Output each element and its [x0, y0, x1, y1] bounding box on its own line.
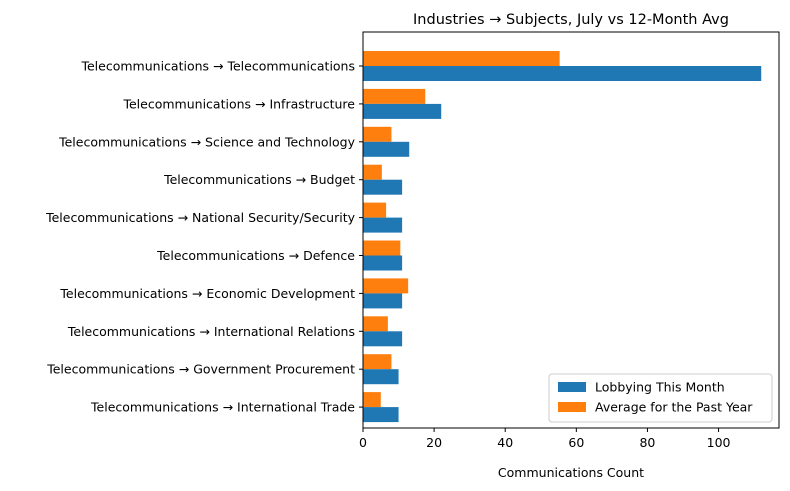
- bar-this-month-8: [363, 369, 399, 385]
- bar-average-7: [363, 316, 388, 332]
- bar-average-2: [363, 126, 392, 142]
- y-tick-label: Telecommunications → Infrastructure: [122, 96, 355, 111]
- legend-swatch-0: [558, 382, 586, 392]
- bar-this-month-0: [363, 66, 762, 81]
- bar-average-4: [363, 202, 387, 218]
- bar-average-3: [363, 164, 382, 180]
- bar-average-0: [363, 51, 560, 66]
- bar-this-month-1: [363, 103, 442, 119]
- bar-average-6: [363, 278, 409, 294]
- x-axis-ticks: 0 20 40 60 80 100: [359, 428, 731, 450]
- x-tick-label: 40: [497, 435, 513, 450]
- y-tick-label: Telecommunications → Defence: [156, 248, 355, 263]
- y-tick-label: Telecommunications → National Security/S…: [45, 210, 356, 225]
- y-tick-label: Telecommunications → International Trade: [90, 400, 355, 415]
- bar-this-month-9: [363, 407, 399, 423]
- bars-group: [363, 51, 762, 423]
- y-tick-label: Telecommunications → Science and Technol…: [58, 134, 356, 149]
- x-tick-label: 0: [359, 435, 367, 450]
- chart-title: Industries → Subjects, July vs 12-Month …: [413, 12, 729, 28]
- y-tick-label: Telecommunications → Budget: [163, 172, 355, 187]
- x-tick-label: 20: [426, 435, 442, 450]
- bar-average-8: [363, 354, 392, 370]
- bar-this-month-7: [363, 331, 403, 347]
- bar-this-month-4: [363, 217, 403, 233]
- x-tick-label: 60: [568, 435, 584, 450]
- plot-frame: [362, 31, 780, 429]
- bar-average-9: [363, 392, 381, 408]
- bar-this-month-6: [363, 293, 403, 309]
- y-tick-label: Telecommunications → Telecommunications: [80, 59, 355, 74]
- legend: Lobbying This Month Average for the Past …: [548, 373, 773, 423]
- y-tick-label: Telecommunications → Government Procurem…: [46, 362, 355, 377]
- y-axis-ticks: Telecommunications → Telecommunications T…: [45, 59, 363, 415]
- y-tick-label: Telecommunications → International Relat…: [67, 324, 355, 339]
- bar-average-5: [363, 240, 401, 256]
- x-tick-label: 80: [639, 435, 655, 450]
- bar-this-month-5: [363, 255, 403, 271]
- x-axis-label: Communications Count: [498, 465, 644, 480]
- x-tick-label: 100: [707, 435, 731, 450]
- bar-this-month-2: [363, 141, 410, 157]
- bar-this-month-3: [363, 179, 403, 195]
- legend-box: [548, 373, 773, 423]
- legend-label-0: Lobbying This Month: [595, 380, 725, 395]
- legend-label-1: Average for the Past Year: [595, 400, 753, 415]
- legend-swatch-1: [558, 402, 586, 412]
- bar-average-1: [363, 88, 426, 104]
- y-tick-label: Telecommunications → Economic Developmen…: [59, 286, 355, 301]
